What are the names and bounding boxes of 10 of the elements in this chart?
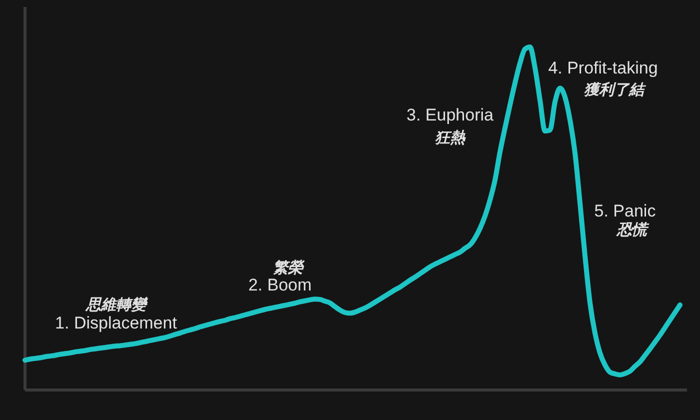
annotation: 思維轉變 <box>85 296 149 314</box>
annotation: 繁榮 <box>273 260 305 276</box>
annotation: 2. Boom <box>248 276 312 294</box>
annotation: 恐慌 <box>616 222 650 238</box>
annotation: 1. Displacement <box>55 314 178 332</box>
annotation: 獲利了結 <box>583 82 647 98</box>
annotation: 5. Panic <box>594 202 656 220</box>
annotation: 狂熱 <box>434 130 466 146</box>
annotation: 3. Euphoria <box>406 106 494 124</box>
annotation: 4. Profit-taking <box>548 58 658 78</box>
